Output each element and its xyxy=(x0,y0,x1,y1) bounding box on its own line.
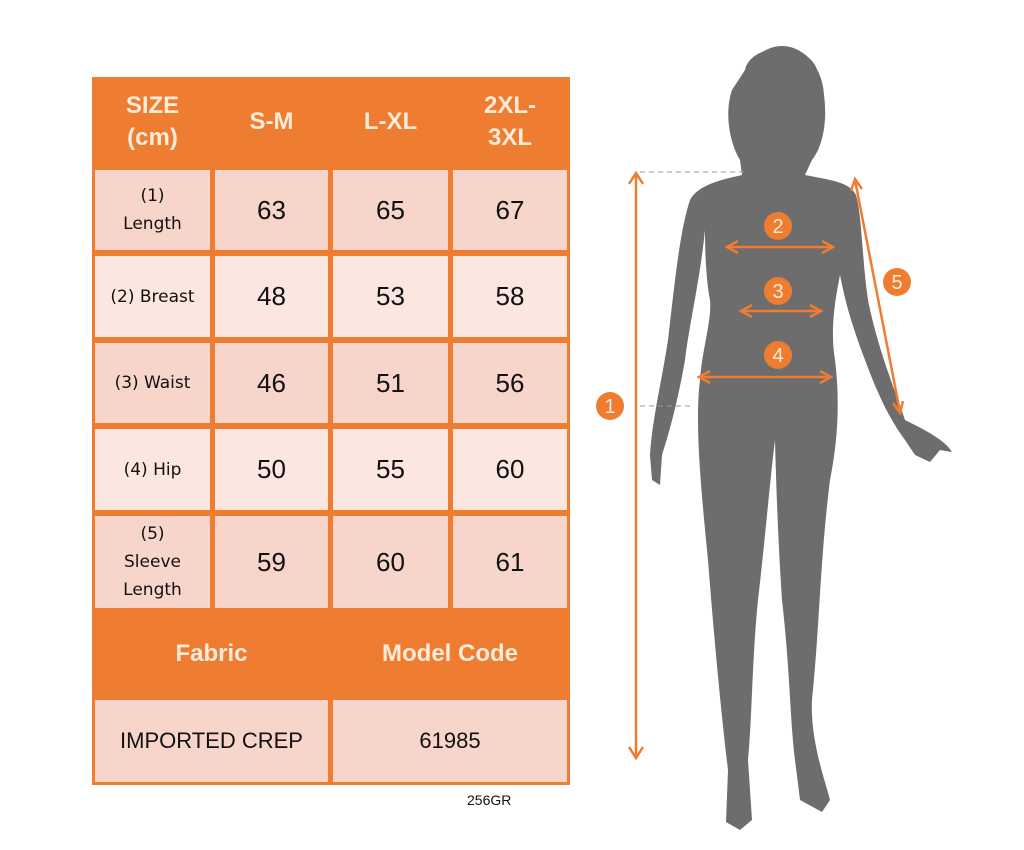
value-cell: 48 xyxy=(215,256,328,337)
value-cell: 53 xyxy=(333,256,448,337)
product-code: 256GR xyxy=(467,792,512,808)
value-cell: 55 xyxy=(333,429,448,510)
header-cell: SIZE (cm) xyxy=(95,77,210,167)
value-cell: 60 xyxy=(333,516,448,608)
measurement-annotations xyxy=(627,170,905,761)
fabric-header: Fabric xyxy=(175,640,248,667)
model-code-header: Model Code xyxy=(382,640,518,667)
value-cell: 60 xyxy=(453,429,567,510)
text-line: (5) xyxy=(140,524,165,544)
text-line: Length xyxy=(123,580,182,600)
value-cell: 51 xyxy=(333,343,448,423)
fabric-value: IMPORTED CREP xyxy=(95,700,328,782)
text-line: S-M xyxy=(249,108,294,135)
row-label: (2) Breast xyxy=(95,256,210,337)
row-label: (3) Waist xyxy=(95,343,210,423)
value-cell: 67 xyxy=(453,170,567,250)
marker-5: 5 xyxy=(891,272,902,294)
marker-2: 2 xyxy=(772,216,783,238)
size-chart-table: SIZE (cm) S-M L-XL 2XL-3XL (1) Length 63 65 67 (2)… xyxy=(92,77,570,785)
text-line: (4) Hip xyxy=(123,459,182,480)
text-line: (3) Waist xyxy=(114,373,191,393)
value-cell: 61 xyxy=(453,516,567,608)
header-cell: L-XL xyxy=(333,77,448,167)
value-cell: 63 xyxy=(215,170,328,250)
text-line: L-XL xyxy=(363,108,418,135)
value-cell: 58 xyxy=(453,256,567,337)
text-line: (cm) xyxy=(127,124,178,151)
value-cell: 59 xyxy=(215,516,328,608)
value-cell: 50 xyxy=(215,429,328,510)
model-code-value: 61985 xyxy=(333,700,567,782)
measurement-markers xyxy=(596,212,911,420)
row-label: (1) Length xyxy=(95,170,210,250)
row-label: (4) Hip xyxy=(95,429,210,510)
text-line: (1) xyxy=(140,186,165,206)
row-label: (5) Sleeve Length xyxy=(95,516,210,608)
value-cell: 46 xyxy=(215,343,328,423)
header-size-2xl-3xl: 2XL-3XL xyxy=(483,92,536,151)
text-line: SIZE xyxy=(125,92,180,119)
text-line: Sleeve xyxy=(124,552,181,572)
marker-3: 3 xyxy=(772,281,783,303)
marker-1: 1 xyxy=(604,396,615,418)
sleeve-arrow xyxy=(853,179,902,413)
value-cell: 65 xyxy=(333,170,448,250)
silhouette xyxy=(650,46,952,831)
text-line: Length xyxy=(123,214,182,234)
text-line: (2) Breast xyxy=(110,286,195,307)
header-cell: S-M xyxy=(215,77,328,167)
header-cell: 2XL-3XL xyxy=(453,77,567,167)
value-cell: 56 xyxy=(453,343,567,423)
marker-4: 4 xyxy=(772,345,783,367)
